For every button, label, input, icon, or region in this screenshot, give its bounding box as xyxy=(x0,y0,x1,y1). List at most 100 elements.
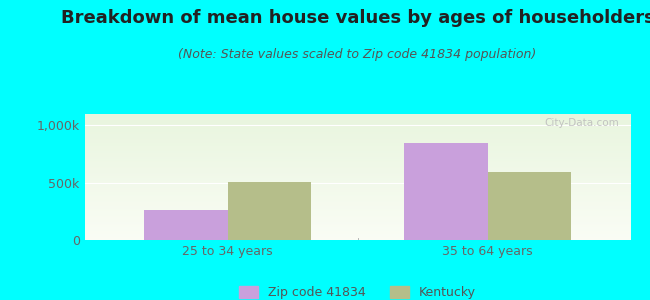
Bar xyxy=(84,128,630,129)
Bar xyxy=(84,236,630,238)
Bar xyxy=(84,195,630,196)
Bar xyxy=(84,181,630,182)
Bar xyxy=(84,160,630,162)
Bar xyxy=(84,124,630,125)
Bar xyxy=(84,187,630,188)
Bar xyxy=(84,207,630,208)
Bar xyxy=(84,127,630,128)
Bar xyxy=(84,203,630,205)
Bar xyxy=(84,167,630,168)
Bar xyxy=(84,140,630,142)
Bar xyxy=(84,232,630,234)
Bar xyxy=(84,178,630,179)
Bar xyxy=(84,229,630,230)
Bar xyxy=(84,146,630,147)
Bar xyxy=(84,200,630,201)
Bar xyxy=(84,162,630,163)
Bar xyxy=(84,144,630,145)
Bar xyxy=(84,154,630,156)
Bar xyxy=(84,210,630,211)
Bar xyxy=(84,138,630,139)
Bar xyxy=(84,156,630,157)
Bar xyxy=(84,226,630,227)
Bar xyxy=(84,201,630,202)
Bar xyxy=(84,224,630,225)
Text: Breakdown of mean house values by ages of householders: Breakdown of mean house values by ages o… xyxy=(60,9,650,27)
Bar xyxy=(84,152,630,153)
Bar xyxy=(84,190,630,191)
Bar xyxy=(84,191,630,192)
Bar xyxy=(84,147,630,148)
Bar xyxy=(84,231,630,232)
Bar xyxy=(84,139,630,140)
Bar xyxy=(488,172,571,240)
Bar xyxy=(84,225,630,226)
Bar xyxy=(84,230,630,231)
Bar xyxy=(84,220,630,221)
Bar xyxy=(84,208,630,210)
Bar xyxy=(84,196,630,197)
Bar xyxy=(84,129,630,130)
Bar xyxy=(144,210,228,240)
Bar xyxy=(84,212,630,214)
Bar xyxy=(84,175,630,176)
Bar xyxy=(84,215,630,216)
Bar xyxy=(84,116,630,118)
Bar xyxy=(84,134,630,135)
Bar xyxy=(84,216,630,217)
Bar xyxy=(84,132,630,133)
Text: City-Data.com: City-Data.com xyxy=(545,118,619,128)
Bar xyxy=(84,206,630,207)
Bar xyxy=(84,164,630,166)
Bar xyxy=(84,148,630,149)
Bar xyxy=(84,120,630,122)
Bar xyxy=(84,194,630,195)
Bar xyxy=(84,188,630,190)
Bar xyxy=(84,168,630,169)
Bar xyxy=(84,172,630,173)
Bar xyxy=(84,122,630,123)
Bar xyxy=(84,227,630,229)
Bar xyxy=(84,163,630,164)
Bar xyxy=(84,173,630,175)
Legend: Zip code 41834, Kentucky: Zip code 41834, Kentucky xyxy=(239,286,476,299)
Bar xyxy=(84,221,630,222)
Bar xyxy=(84,192,630,194)
Bar xyxy=(84,182,630,183)
Bar xyxy=(84,205,630,206)
Bar xyxy=(84,234,630,235)
Bar xyxy=(84,158,630,159)
Bar xyxy=(84,179,630,181)
Bar xyxy=(84,115,630,116)
Bar xyxy=(84,166,630,167)
Bar xyxy=(84,186,630,187)
Bar xyxy=(84,135,630,137)
Text: (Note: State values scaled to Zip code 41834 population): (Note: State values scaled to Zip code 4… xyxy=(178,48,537,61)
Bar xyxy=(84,159,630,160)
Bar xyxy=(404,142,488,240)
Bar xyxy=(84,119,630,120)
Bar xyxy=(84,177,630,178)
Bar xyxy=(227,182,311,240)
Bar xyxy=(84,153,630,154)
Bar xyxy=(84,219,630,220)
Bar xyxy=(84,149,630,151)
Bar xyxy=(84,169,630,171)
Bar xyxy=(84,151,630,152)
Bar xyxy=(84,114,630,115)
Bar xyxy=(84,130,630,132)
Bar xyxy=(84,125,630,127)
Bar xyxy=(84,197,630,198)
Bar xyxy=(84,176,630,177)
Bar xyxy=(84,137,630,138)
Bar xyxy=(84,123,630,124)
Bar xyxy=(84,142,630,143)
Bar xyxy=(84,235,630,236)
Bar xyxy=(84,133,630,134)
Bar xyxy=(84,238,630,239)
Bar xyxy=(84,202,630,203)
Bar xyxy=(84,198,630,200)
Bar xyxy=(84,214,630,215)
Bar xyxy=(84,184,630,186)
Bar xyxy=(84,217,630,219)
